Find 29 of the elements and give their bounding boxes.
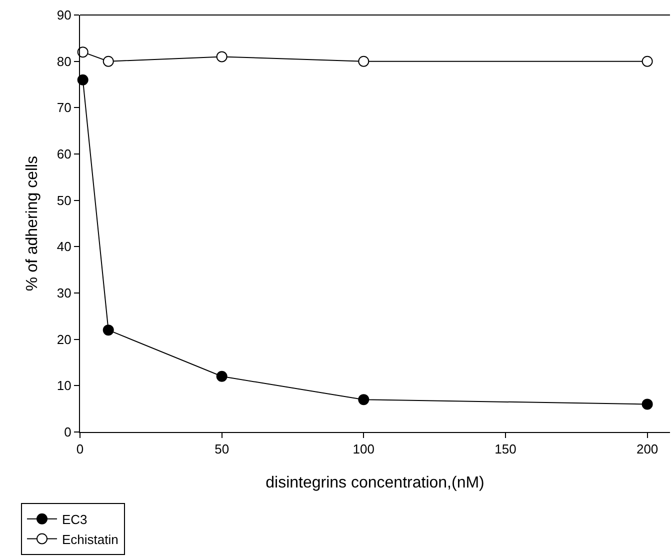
point xyxy=(216,370,228,382)
x-tick-label: 200 xyxy=(636,442,658,457)
point xyxy=(358,56,370,67)
y-tick-label: 80 xyxy=(56,54,72,69)
x-tick-label: 150 xyxy=(494,442,516,457)
y-tick-label: 70 xyxy=(56,100,72,116)
y-tick-label: 30 xyxy=(56,286,72,301)
y-tick-label: 60 xyxy=(56,146,72,162)
y-tick-label: 40 xyxy=(56,239,72,254)
y-tick-label: 50 xyxy=(56,192,72,208)
y-tick-label: 10 xyxy=(56,378,72,394)
point xyxy=(642,56,653,67)
x-tick-label: 100 xyxy=(352,442,374,457)
point xyxy=(642,398,653,410)
legend-label: EC3 xyxy=(62,512,88,527)
point xyxy=(102,324,114,336)
point xyxy=(216,51,228,62)
point xyxy=(77,46,88,58)
y-tick-label: 0 xyxy=(64,424,72,440)
y-axis-title: % of adhering cells xyxy=(24,156,41,292)
legend-label: Echistatin xyxy=(62,532,118,547)
point xyxy=(77,74,88,86)
point xyxy=(102,56,114,67)
x-tick-label: 0 xyxy=(76,442,84,457)
y-tick-label: 90 xyxy=(56,8,72,23)
y-tick-label: 20 xyxy=(56,332,72,347)
x-axis-title: disintegrins concentration,(nM) xyxy=(266,474,484,492)
point xyxy=(358,394,370,406)
x-tick-label: 50 xyxy=(214,442,230,457)
